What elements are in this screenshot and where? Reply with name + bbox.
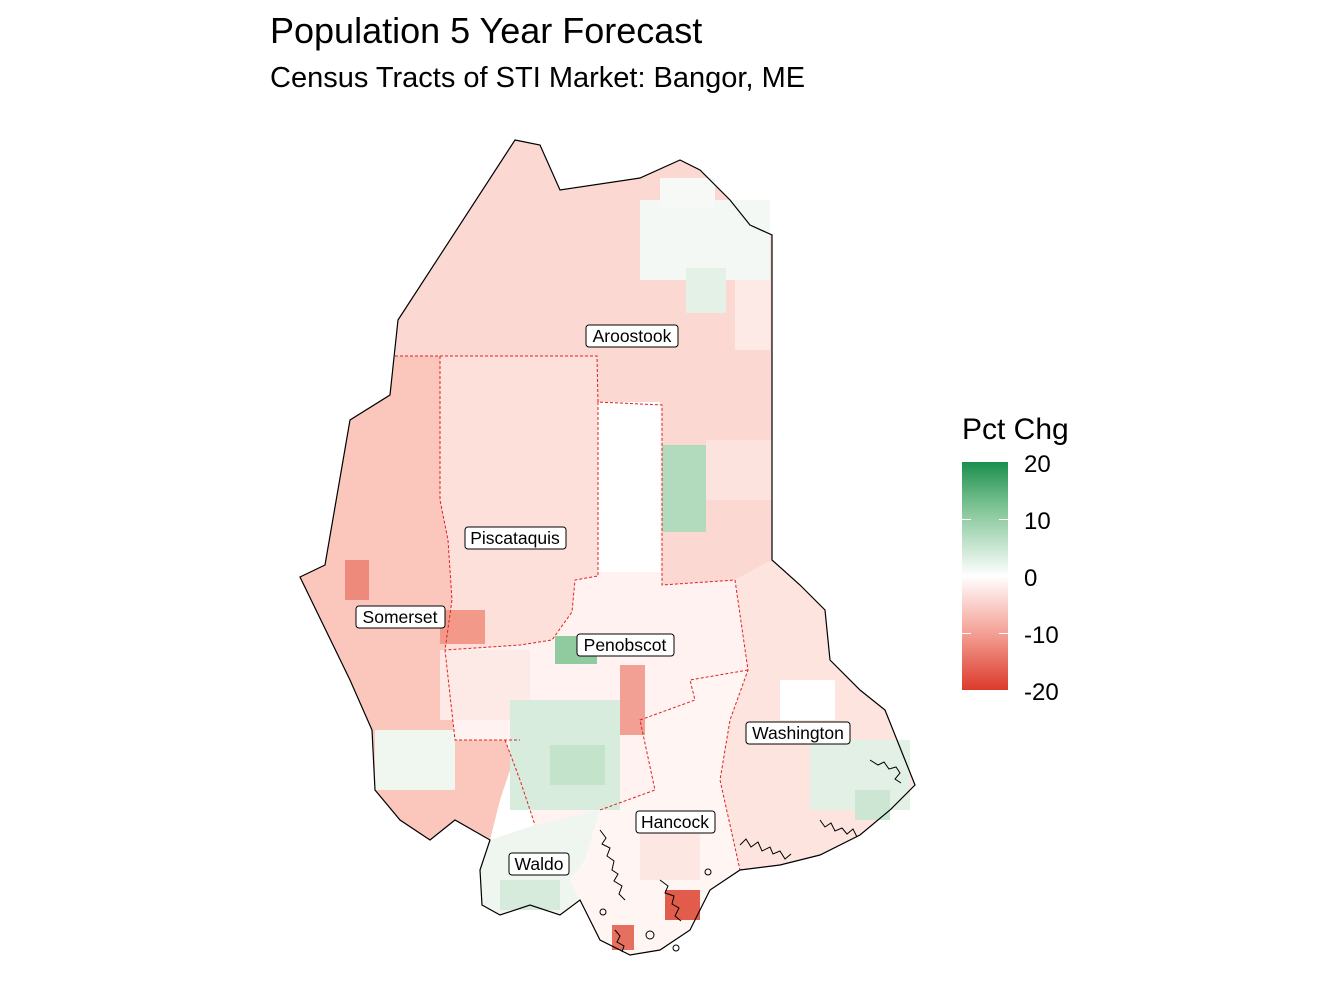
legend-tick-20: 20	[1024, 451, 1051, 478]
coastline-islands	[599, 759, 902, 953]
label-washington-text: Washington	[752, 723, 844, 743]
legend-tick-neg10: -10	[1024, 622, 1059, 649]
legend-tick-0: 0	[1024, 565, 1038, 592]
label-aroostook-text: Aroostook	[593, 326, 672, 346]
legend-tickmark	[962, 519, 971, 520]
county-somerset[interactable]	[300, 356, 520, 840]
label-penobscot: Penobscot	[576, 633, 675, 657]
tract-shading	[345, 178, 910, 950]
label-somerset-text: Somerset	[363, 607, 438, 627]
label-aroostook: Aroostook	[585, 324, 679, 348]
legend-tickmark	[999, 519, 1008, 520]
label-hancock: Hancock	[635, 810, 716, 834]
label-somerset: Somerset	[355, 605, 446, 629]
label-hancock-text: Hancock	[641, 812, 709, 832]
map-title: Population 5 Year Forecast	[270, 10, 703, 51]
label-piscataquis-text: Piscataquis	[470, 528, 560, 548]
label-waldo-text: Waldo	[515, 854, 564, 874]
label-washington: Washington	[745, 721, 851, 745]
legend-tick-neg20: -20	[1024, 679, 1059, 706]
legend-tickmark	[962, 633, 971, 634]
county-borders	[395, 355, 749, 871]
legend-tickmark	[962, 576, 971, 577]
label-waldo: Waldo	[508, 852, 570, 876]
county-labels: Aroostook Piscataquis Somerset Penobscot…	[355, 324, 851, 876]
market-outline	[299, 139, 916, 956]
map-subtitle: Census Tracts of STI Market: Bangor, ME	[270, 62, 806, 94]
legend-tick-10: 10	[1024, 508, 1051, 535]
legend-tickmark	[999, 633, 1008, 634]
label-piscataquis: Piscataquis	[464, 526, 567, 550]
legend-tickmark	[999, 576, 1008, 577]
label-penobscot-text: Penobscot	[584, 635, 667, 655]
legend-title: Pct Chg	[962, 413, 1069, 446]
county-piscataquis[interactable]	[440, 356, 598, 650]
